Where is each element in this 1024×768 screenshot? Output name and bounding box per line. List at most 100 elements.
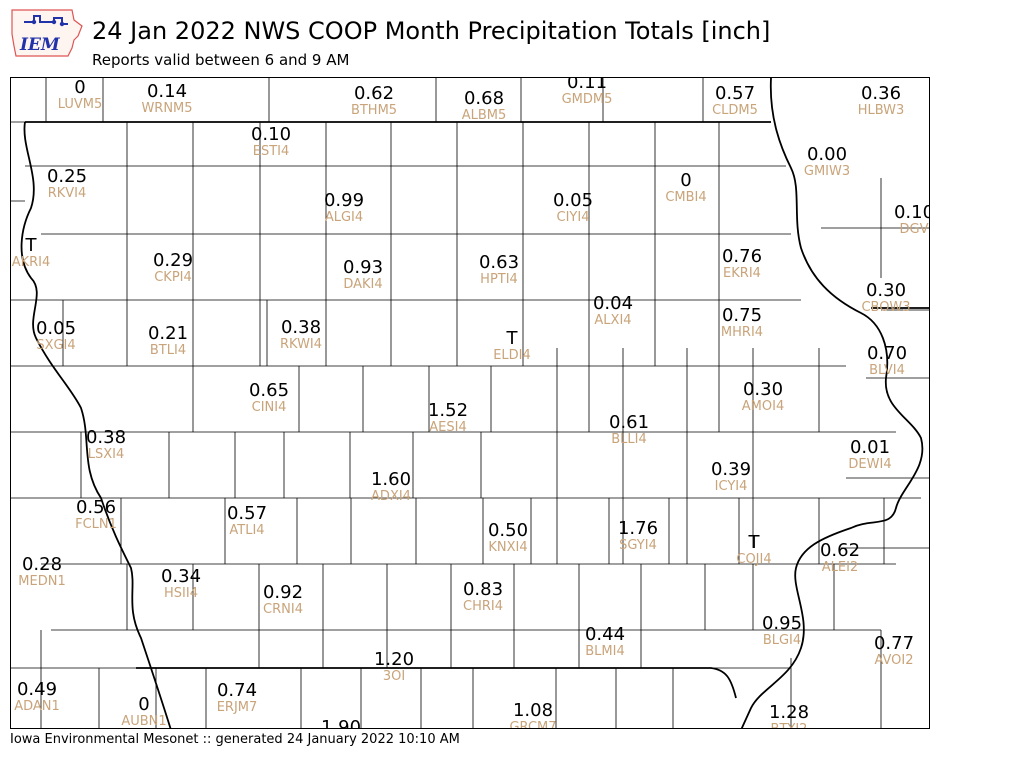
precip-value: 0.05 [552,190,594,211]
station-label: 0.93 DAKI4 [343,258,383,292]
station-id: ERJM7 [216,700,258,715]
station-label: 0.76 EKRI4 [722,247,762,281]
precip-value: 0.30 [742,379,784,400]
precip-value: 0.10 [250,124,292,145]
station-id: HPTI4 [480,272,518,287]
station-id: KNXI4 [488,540,528,555]
precip-value: T [748,532,760,553]
station-label: 0.77 AVOI2 [874,634,914,668]
precip-value: 0.56 [75,497,117,518]
precip-value: 0.10 [893,202,929,223]
station-id: CKPI4 [154,270,192,285]
precip-value: 0.50 [487,520,529,541]
precip-value: 0 [680,170,692,191]
precip-value: 0 [74,77,86,98]
station-label: 0 LUVM5 [58,78,103,112]
station-label: 0.38 LSXI4 [86,428,126,462]
logo-wordmark: IEM [19,35,61,55]
map-linework [11,78,929,728]
station-label: 0.61 BLLI4 [609,413,649,447]
station-label: T COJI4 [736,533,771,567]
station-id: CMBI4 [665,190,707,205]
precip-value: T [25,235,37,256]
station-id: HLBW3 [857,103,905,118]
precip-value: 0.75 [721,305,763,326]
precip-value: 0.95 [761,613,803,634]
station-label: T ELDI4 [493,329,531,363]
station-label: 0.95 BLGI4 [762,614,802,648]
station-label: 0.49 ADAN1 [14,680,60,714]
station-label: 0 CMBI4 [665,171,706,205]
precip-value: 0 [138,694,150,715]
precip-value: 0.21 [147,323,189,344]
station-label: 0.28 MEDN1 [18,555,65,589]
station-label: 0.01 DEWI4 [848,438,891,472]
station-id: EKRI4 [723,266,761,281]
station-id: MHRI4 [720,325,764,340]
precip-value: 0.70 [866,343,908,364]
station-label: 0.00 GMIW3 [804,145,850,179]
precip-value: 0.11 [566,77,608,93]
station-label: 0.25 RKVI4 [47,167,87,201]
station-label: 0.10 ESTI4 [251,125,291,159]
precip-value: 0.74 [216,680,258,701]
station-id: BTLI4 [149,343,187,358]
station-id: AESI4 [429,420,467,435]
station-label: 0.10DGV [893,202,929,237]
footer-credit: Iowa Environmental Mesonet :: generated … [10,732,460,747]
station-label: 0.29 CKPI4 [153,251,193,285]
station-label: 1.20 3OI [374,650,414,684]
map-frame: 0 LUVM5 0.14 WRNM5 0.62 BTHM5 0.68 ALBM5 0.11 GMD… [10,77,930,729]
precip-value: 0.44 [584,624,626,645]
precip-value: 0.63 [478,252,520,273]
station-label: 0.99 ALGI4 [324,191,364,225]
precip-value: 0.65 [248,380,290,401]
precip-value: 0.83 [462,579,504,600]
precip-value: 0.62 [819,540,861,561]
station-id: CHRI4 [462,599,503,614]
station-id: SXGI4 [36,338,76,353]
precip-value: 0.29 [152,250,194,271]
station-label: 0.04 ALXI4 [593,294,633,328]
station-id: 3OI [382,669,406,684]
station-label: 0.57 ATLI4 [227,504,267,538]
station-id: HSII4 [164,586,198,601]
precip-value: 0.28 [21,554,63,575]
station-id: ELDI4 [493,348,531,363]
precip-value: 0.34 [160,566,202,587]
station-label: 0.65 CINI4 [249,381,289,415]
precip-value: 0.99 [323,190,365,211]
station-id: ICYI4 [714,479,748,494]
precip-value: 1.60 [370,469,412,490]
station-label: T AKRI4 [12,236,51,270]
station-label: 0.62 ALEI2 [820,541,860,575]
station-id: BLMI4 [585,644,625,659]
precip-value: 0.92 [262,582,304,603]
station-id: AUBN1 [121,714,167,729]
precip-value: 0.39 [710,459,752,480]
station-id: CINI4 [251,400,287,415]
station-id: AVOI2 [874,653,914,668]
precip-value: 0.68 [463,88,505,109]
precip-value: 1.28 [768,702,810,723]
station-id: CBOW3 [861,300,911,315]
station-label: 1.52 AESI4 [428,401,468,435]
station-id: BLLI4 [611,432,647,447]
precip-value: 0.05 [35,318,77,339]
station-id: ESTI4 [252,144,290,159]
station-id: ALBM5 [461,108,507,123]
station-id: ATLI4 [229,523,265,538]
station-id: AKRI4 [11,255,51,270]
precip-value: 0.62 [353,83,395,104]
station-label: 0.92 CRNI4 [263,583,303,617]
station-id: DAKI4 [343,277,383,292]
iem-logo-graphic: IEM [11,9,83,57]
precip-value: 1.52 [427,400,469,421]
station-label: 0.57 CLDM5 [712,84,758,118]
precip-value: 1.20 [373,649,415,670]
precip-value: 0.30 [865,280,907,301]
map-subtitle: Reports valid between 6 and 9 AM [92,51,350,69]
precip-value: 0.93 [342,257,384,278]
station-id: LSXI4 [87,447,125,462]
station-label: 0.75 MHRI4 [721,306,763,340]
